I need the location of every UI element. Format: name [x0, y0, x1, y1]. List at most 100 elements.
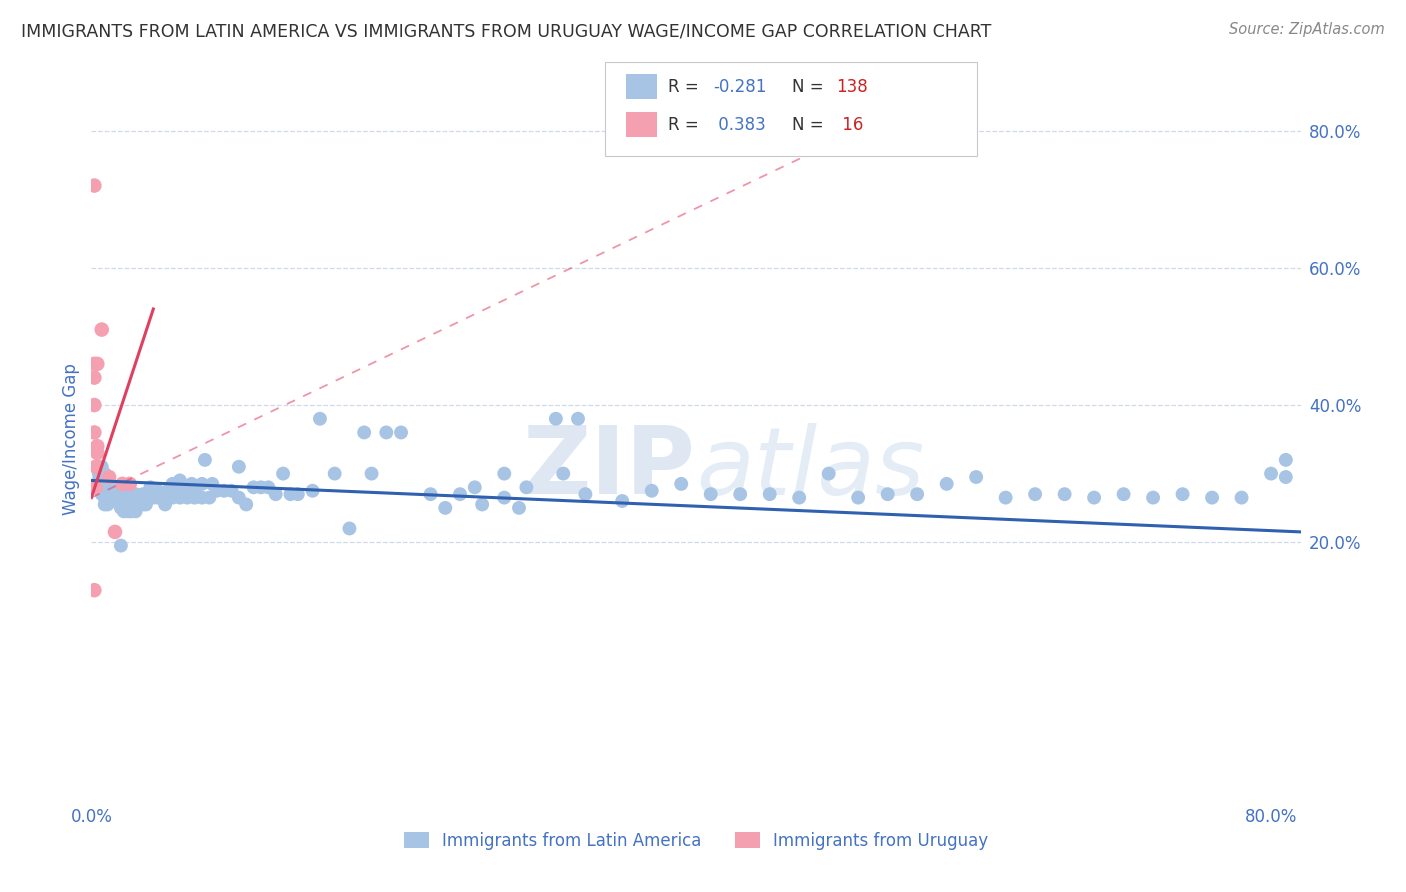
Point [86, 439, 108, 453]
Point [97, 476, 120, 491]
Text: Source: ZipAtlas.com: Source: ZipAtlas.com [1229, 22, 1385, 37]
Point [935, 476, 957, 491]
Point [112, 504, 135, 518]
Point [671, 476, 693, 491]
Point [169, 491, 191, 505]
Text: N =: N = [792, 78, 828, 95]
Point [787, 491, 810, 505]
Point [169, 474, 191, 488]
Point [90, 474, 112, 488]
Point [87, 474, 110, 488]
Point [98, 491, 121, 505]
Point [228, 491, 250, 505]
Point [162, 476, 184, 491]
Point [183, 483, 205, 498]
Point [172, 483, 194, 498]
Point [1260, 467, 1282, 481]
Point [553, 467, 575, 481]
Point [105, 483, 128, 498]
Point [162, 491, 184, 505]
Point [153, 498, 176, 512]
Point [117, 491, 139, 505]
Point [98, 483, 121, 498]
Point [1083, 491, 1105, 505]
Point [97, 491, 120, 505]
Point [375, 425, 398, 440]
Point [146, 483, 169, 498]
Point [264, 487, 287, 501]
Point [86, 446, 108, 460]
Point [97, 470, 120, 484]
Text: atlas: atlas [696, 423, 924, 514]
Point [280, 487, 302, 501]
Point [287, 487, 309, 501]
Point [758, 487, 780, 501]
Point [103, 494, 125, 508]
Point [471, 498, 494, 512]
Point [221, 483, 243, 498]
Point [112, 494, 135, 508]
Point [846, 491, 869, 505]
Point [1275, 470, 1298, 484]
Point [110, 539, 132, 553]
Point [100, 494, 122, 508]
Point [83, 583, 105, 598]
Point [124, 498, 146, 512]
Point [97, 483, 120, 498]
Point [508, 500, 530, 515]
Text: 138: 138 [837, 78, 869, 95]
Point [128, 491, 150, 505]
Point [103, 487, 125, 501]
Point [228, 459, 250, 474]
Point [339, 521, 361, 535]
Point [146, 491, 169, 505]
Point [117, 504, 139, 518]
Point [965, 470, 987, 484]
Text: R =: R = [668, 116, 704, 134]
Point [132, 498, 155, 512]
Point [464, 480, 486, 494]
Point [728, 487, 751, 501]
Point [86, 357, 108, 371]
Point [419, 487, 441, 501]
Point [157, 483, 180, 498]
Point [90, 467, 112, 481]
Point [353, 425, 375, 440]
Y-axis label: Wage/Income Gap: Wage/Income Gap [62, 363, 80, 516]
Point [612, 494, 634, 508]
Point [128, 498, 150, 512]
Point [90, 459, 112, 474]
Point [876, 487, 898, 501]
Point [434, 500, 457, 515]
Point [1275, 453, 1298, 467]
Point [124, 491, 146, 505]
Point [135, 498, 157, 512]
Text: -0.281: -0.281 [713, 78, 766, 95]
Point [191, 476, 214, 491]
Point [84, 480, 107, 494]
Point [117, 498, 139, 512]
Point [494, 467, 516, 481]
Point [389, 425, 412, 440]
Point [183, 491, 205, 505]
Point [1053, 487, 1076, 501]
Point [139, 480, 162, 494]
Point [132, 487, 155, 501]
Point [118, 476, 141, 491]
Point [93, 483, 115, 498]
Point [84, 459, 107, 474]
Text: 16: 16 [837, 116, 863, 134]
Point [97, 498, 120, 512]
Point [194, 453, 217, 467]
Point [111, 476, 134, 491]
Point [544, 411, 567, 425]
Point [994, 491, 1017, 505]
Point [100, 487, 122, 501]
Point [198, 491, 221, 505]
Point [87, 467, 110, 481]
Point [301, 483, 323, 498]
Point [212, 483, 235, 498]
Point [93, 491, 115, 505]
Point [150, 491, 173, 505]
Point [104, 524, 127, 539]
